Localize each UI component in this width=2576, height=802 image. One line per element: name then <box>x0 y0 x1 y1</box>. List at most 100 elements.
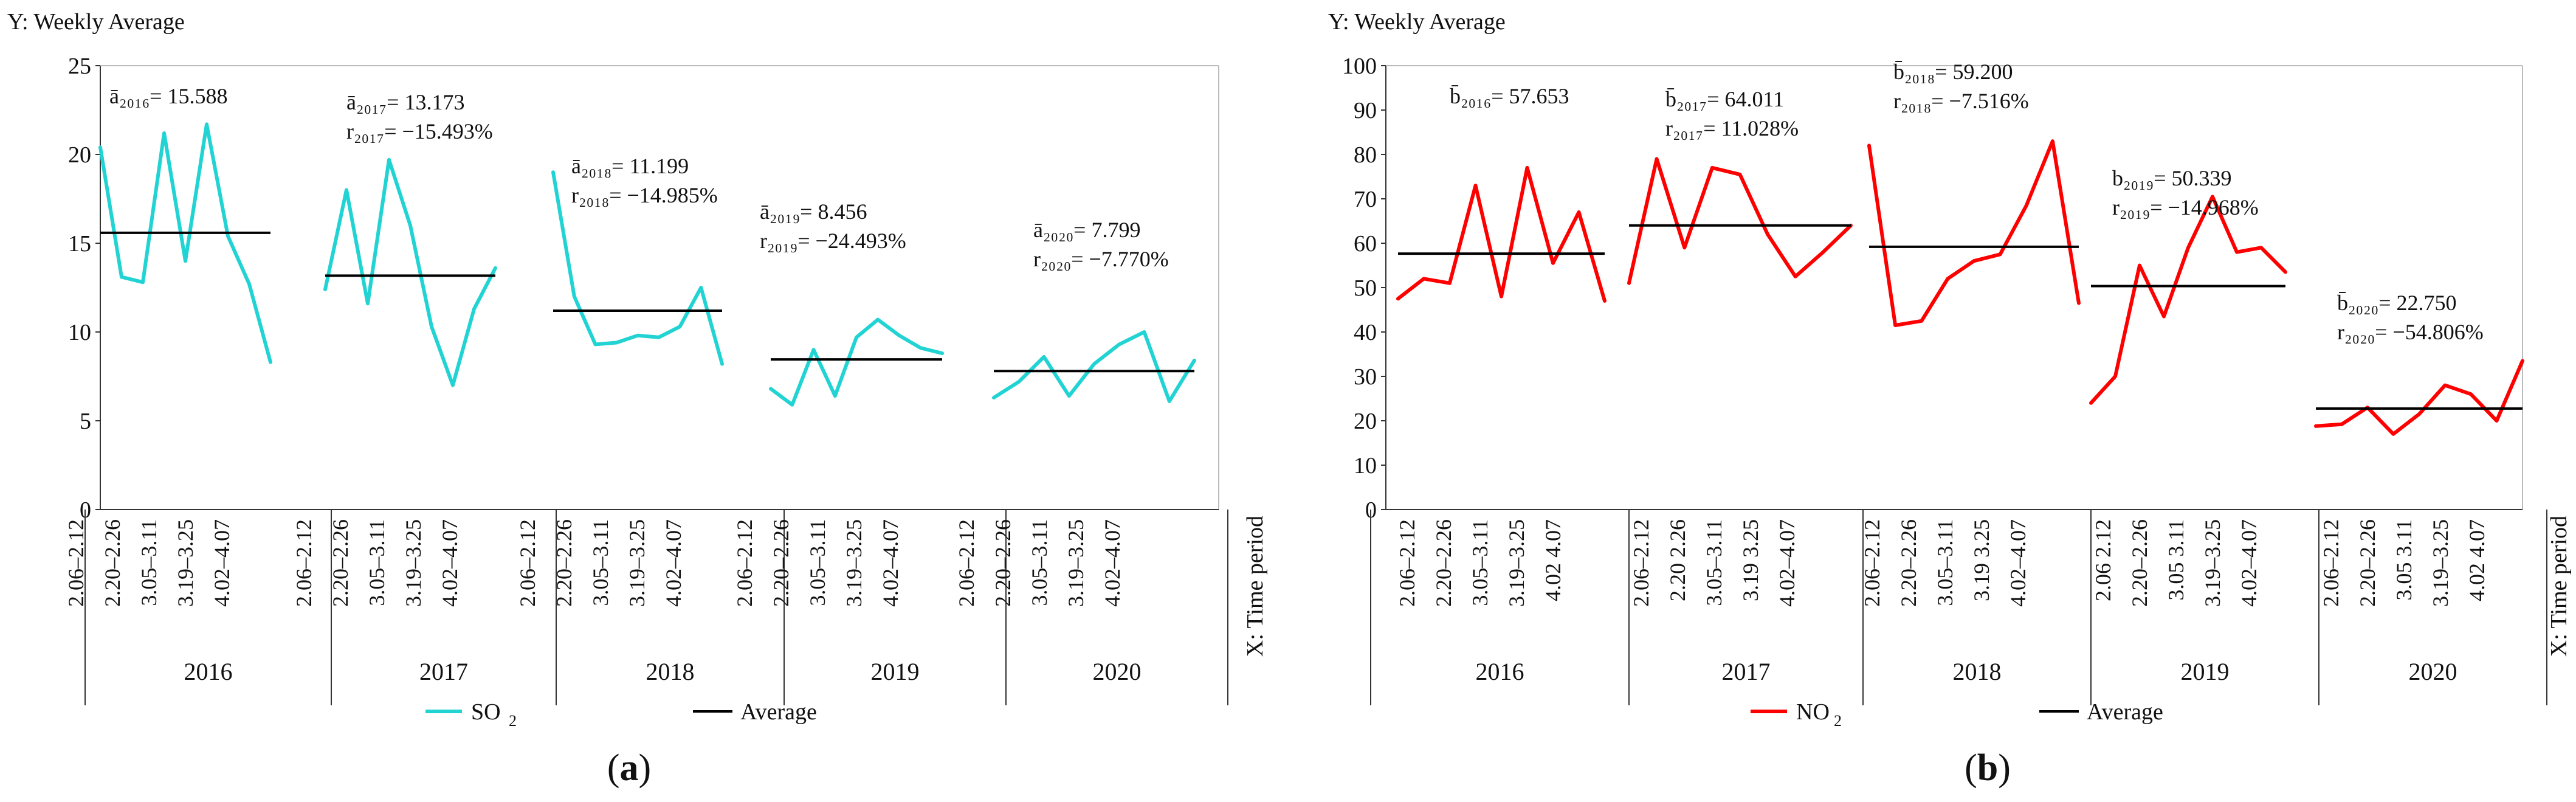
data-point <box>2469 392 2473 396</box>
data-point <box>345 188 348 192</box>
x-tick-label: 3.19–3.25 <box>173 519 198 607</box>
data-point <box>451 384 455 387</box>
x-tick-label: 4.02–4.07 <box>2006 519 2030 607</box>
data-point <box>1867 143 1871 147</box>
data-point <box>2051 139 2054 143</box>
annotation-text: r₂₀₂₀= −54.806% <box>2337 320 2484 344</box>
legend-series-label: SO <box>471 699 501 725</box>
x-tick-label: 3.05–3.11 <box>1027 519 1052 606</box>
year-label: 2019 <box>871 658 920 685</box>
x-tick-label: 2.06–2.12 <box>1629 519 1653 607</box>
x-axis-label: X: Time period <box>2546 516 2572 657</box>
x-tick-label: 4.02–4.07 <box>661 519 686 607</box>
data-point <box>162 131 166 135</box>
data-point <box>2162 315 2166 318</box>
data-point <box>876 318 880 322</box>
data-point <box>1710 166 1714 170</box>
data-point <box>2314 424 2318 428</box>
data-point <box>430 325 433 328</box>
data-point <box>472 307 476 311</box>
year-label: 2020 <box>2409 658 2457 685</box>
data-point <box>615 341 618 344</box>
data-point <box>2186 246 2190 249</box>
annotation-text: r₂₀₂₀= −7.770% <box>1033 247 1169 271</box>
annotation-text: r₂₀₁₇= 11.028% <box>1665 116 1799 140</box>
year-label: 2017 <box>419 658 468 685</box>
data-point <box>2259 246 2263 249</box>
data-point <box>594 342 597 346</box>
data-point <box>1500 295 1503 299</box>
x-axis-label: X: Time period <box>1242 516 1268 657</box>
x-tick-label: 2.20–2.26 <box>769 519 793 607</box>
data-point <box>494 266 497 270</box>
data-point <box>1655 157 1659 161</box>
series-line-2020 <box>992 330 1196 403</box>
legend-series-subscript: 2 <box>1834 712 1842 730</box>
year-label: 2018 <box>646 658 695 685</box>
data-point <box>1474 184 1477 187</box>
annotation-text: b̄₂₀₁₇= 64.011 <box>1665 87 1784 111</box>
annotation-text: ā₂₀₁₆= 15.588 <box>109 84 227 108</box>
x-tick-label: 2.06–2.12 <box>732 519 757 607</box>
x-tick-label: 3.19–3.25 <box>2200 519 2225 607</box>
y-tick-label: 90 <box>1354 98 1377 123</box>
y-tick-label: 5 <box>80 409 91 434</box>
data-point <box>1092 362 1096 366</box>
data-point <box>2077 302 2081 305</box>
y-tick-label: 30 <box>1354 364 1377 390</box>
data-point <box>366 302 370 305</box>
data-point <box>940 351 944 355</box>
data-point <box>2340 423 2343 426</box>
annotation-text: ā₂₀₁₈= 11.199 <box>571 154 689 178</box>
data-point <box>1067 394 1071 398</box>
data-point <box>1526 166 1529 170</box>
annotation-text: r₂₀₁₈= −14.985% <box>571 183 718 207</box>
year-label: 2016 <box>184 658 233 685</box>
data-point <box>699 286 703 289</box>
y-tick-label: 100 <box>1342 54 1377 79</box>
legend-average-label: Average <box>2087 699 2163 725</box>
data-point <box>1448 282 1452 285</box>
series-line-2017 <box>1627 157 1853 285</box>
data-point <box>1603 299 1607 303</box>
y-tick-label: 10 <box>68 320 91 345</box>
panel-label-b: (b) <box>1965 747 2011 789</box>
data-point <box>1422 277 1425 280</box>
x-tick-label: 2.06 2.12 <box>2091 519 2115 601</box>
data-point <box>408 224 412 227</box>
x-tick-label: 2.20–2.26 <box>1896 519 1921 607</box>
y-tick-label: 40 <box>1354 320 1377 345</box>
data-point <box>1821 251 1825 254</box>
data-point <box>1117 342 1121 346</box>
series-line-2016 <box>98 122 272 364</box>
x-tick-label: 4.02–4.07 <box>1775 519 1799 607</box>
year-label: 2018 <box>1953 658 2002 685</box>
data-point <box>2089 401 2093 405</box>
data-point <box>790 403 794 407</box>
x-tick-label: 3.19–3.25 <box>1064 519 1088 607</box>
data-point <box>1577 210 1580 214</box>
data-point <box>657 336 661 339</box>
data-point <box>2211 195 2214 198</box>
data-point <box>2138 264 2141 267</box>
x-tick-label: 3.19–3.25 <box>842 519 866 607</box>
x-tick-label: 3.05 3.11 <box>2392 519 2416 601</box>
data-point <box>1627 282 1631 285</box>
x-tick-label: 4.02–4.07 <box>2237 519 2261 607</box>
y-tick-label: 20 <box>68 142 91 168</box>
x-tick-label: 3.19–3.25 <box>1504 519 1529 607</box>
data-point <box>226 234 230 238</box>
data-point <box>1396 297 1400 300</box>
x-tick-label: 3.19–3.25 <box>401 519 425 607</box>
y-tick-label: 60 <box>1354 231 1377 257</box>
data-point <box>1999 252 2002 256</box>
y-tick-label: 20 <box>1354 409 1377 434</box>
data-point <box>1017 380 1021 384</box>
x-tick-label: 4.02–4.07 <box>878 519 903 607</box>
data-point <box>919 346 923 350</box>
data-point <box>2284 270 2287 274</box>
annotation-text: b̄₂₀₁₈= 59.200 <box>1893 60 2013 84</box>
x-tick-label: 3.05–3.11 <box>1702 519 1726 606</box>
x-tick-label: 2.20–2.26 <box>2127 519 2152 607</box>
